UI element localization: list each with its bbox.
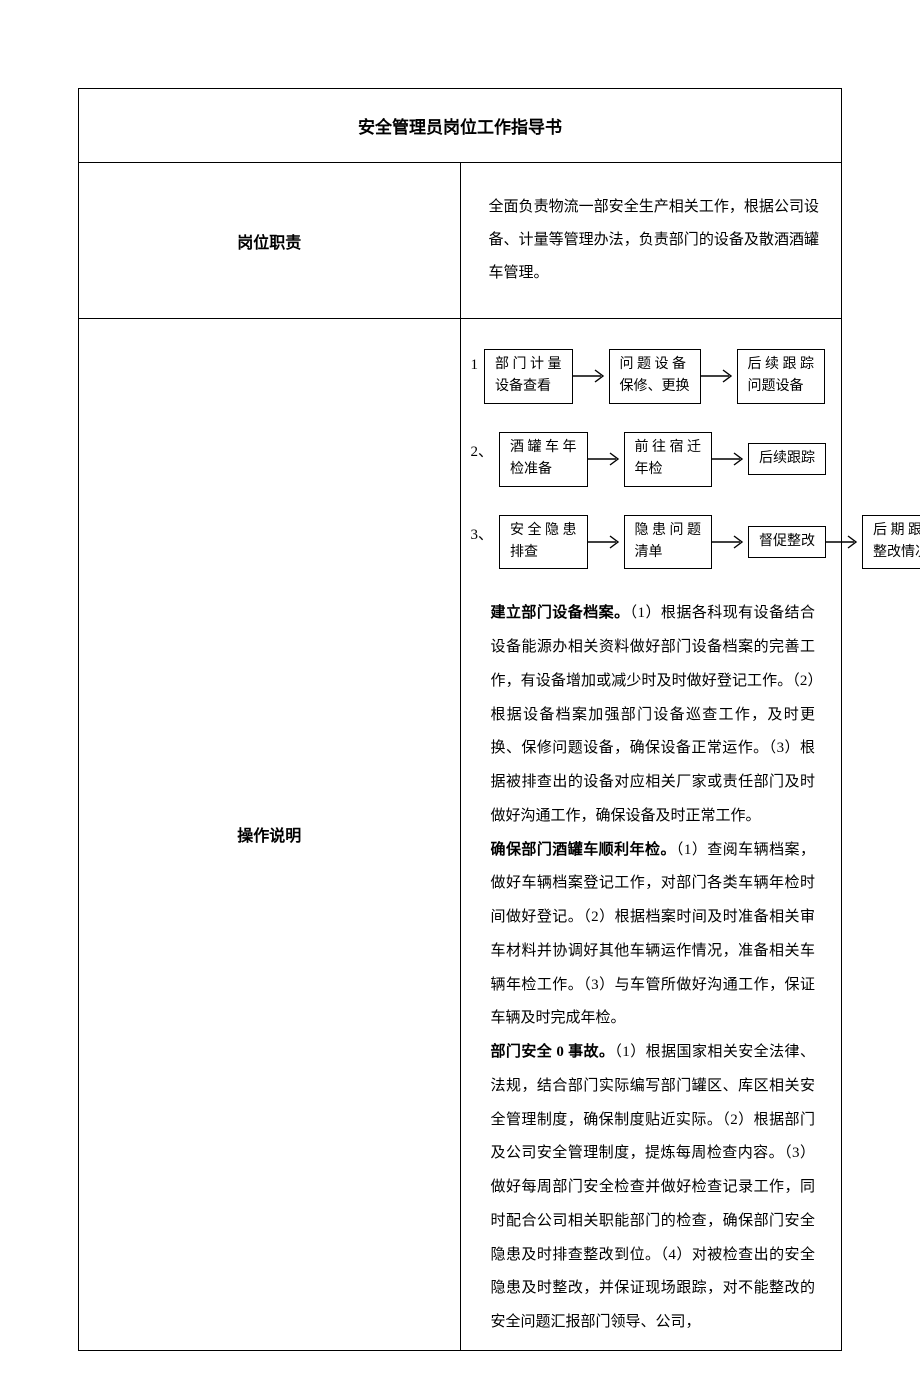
flow-box-line1: 前 往 宿 迁 [635, 437, 702, 459]
flow-box-line1: 安 全 隐 患 [510, 520, 577, 542]
document-page: 安全管理员岗位工作指导书 岗位职责 全面负责物流一部安全生产相关工作，根据公司设… [0, 0, 920, 1391]
flow-box-line1: 后 期 跟 踪 [873, 520, 920, 542]
flow-number: 3、 [471, 515, 500, 544]
flow-box-line2: 整改情况 [873, 542, 920, 564]
flow-box-line1: 隐 患 问 题 [635, 520, 702, 542]
flow-box-line1: 后续跟踪 [759, 448, 815, 470]
duty-text: 全面负责物流一部安全生产相关工作，根据公司设备、计量等管理办法，负责部门的设备及… [460, 163, 842, 319]
flow-box-line2: 排查 [510, 542, 577, 564]
paragraphs: 建立部门设备档案。（1）根据各科现有设备结合设备能源办相关资料做好部门设备档案的… [471, 597, 822, 1340]
arrow-right-icon [826, 533, 862, 551]
ops-paragraph: 建立部门设备档案。（1）根据各科现有设备结合设备能源办相关资料做好部门设备档案的… [471, 597, 822, 833]
arrow-right-icon [712, 533, 748, 551]
flow-box: 安 全 隐 患排查 [499, 515, 588, 570]
flow-number: 2、 [471, 432, 500, 461]
arrow-right-icon [588, 450, 624, 468]
arrow-right-icon [588, 533, 624, 551]
paragraph-lead: 建立部门设备档案。 [491, 605, 630, 621]
flow-box: 隐 患 问 题清单 [624, 515, 713, 570]
ops-paragraph: 部门安全 0 事故。（1）根据国家相关安全法律、法规，结合部门实际编写部门罐区、… [471, 1036, 822, 1340]
flow-box-line2: 设备查看 [495, 376, 562, 398]
paragraph-body: （1）根据国家相关安全法律、法规，结合部门实际编写部门罐区、库区相关安全管理制度… [491, 1044, 816, 1330]
flow-box-line1: 部 门 计 量 [495, 354, 562, 376]
paragraph-lead: 确保部门酒罐车顺利年检。 [491, 842, 676, 858]
document-table: 安全管理员岗位工作指导书 岗位职责 全面负责物流一部安全生产相关工作，根据公司设… [78, 88, 842, 1351]
flow-box: 后 期 跟 踪整改情况 [862, 515, 920, 570]
flow-box-line2: 年检 [635, 459, 702, 481]
arrow-right-icon [573, 367, 609, 385]
flow-box: 问 题 设 备保修、更换 [609, 349, 701, 404]
flow-box-line1: 问 题 设 备 [620, 354, 690, 376]
paragraph-body: （1）根据各科现有设备结合设备能源办相关资料做好部门设备档案的完善工作，有设备增… [491, 605, 816, 824]
flow-box: 督促整改 [748, 526, 826, 558]
paragraph-lead: 部门安全 0 事故。 [491, 1044, 615, 1060]
doc-title: 安全管理员岗位工作指导书 [79, 89, 842, 163]
flow-box: 后续跟踪 [748, 443, 826, 475]
duty-label: 岗位职责 [79, 163, 461, 319]
flow-number: 1 [471, 349, 485, 374]
flow-row: 1部 门 计 量设备查看 问 题 设 备保修、更换 后 续 跟 踪问题设备 [471, 349, 822, 404]
ops-label: 操作说明 [79, 319, 461, 1351]
flow-box: 前 往 宿 迁年检 [624, 432, 713, 487]
flow-row: 2、酒 罐 车 年检准备 前 往 宿 迁年检 后续跟踪 [471, 432, 822, 487]
flow-box-line1: 酒 罐 车 年 [510, 437, 577, 459]
paragraph-body: （1）查阅车辆档案，做好车辆档案登记工作，对部门各类车辆年检时间做好登记。（2）… [491, 842, 816, 1027]
flow-box-line2: 检准备 [510, 459, 577, 481]
arrow-right-icon [712, 450, 748, 468]
flow-box-line2: 保修、更换 [620, 376, 690, 398]
arrow-right-icon [701, 367, 737, 385]
flow-box: 后 续 跟 踪问题设备 [737, 349, 826, 404]
flow-box: 酒 罐 车 年检准备 [499, 432, 588, 487]
flow-box-line1: 督促整改 [759, 531, 815, 553]
flow-boxes: 酒 罐 车 年检准备 前 往 宿 迁年检 后续跟踪 [499, 432, 826, 487]
flow-boxes: 部 门 计 量设备查看 问 题 设 备保修、更换 后 续 跟 踪问题设备 [484, 349, 825, 404]
flow-box-line2: 问题设备 [748, 376, 815, 398]
flow-box-line1: 后 续 跟 踪 [748, 354, 815, 376]
flow-box: 部 门 计 量设备查看 [484, 349, 573, 404]
flow-row: 3、安 全 隐 患排查 隐 患 问 题清单 督促整改 后 期 跟 踪整改情况 [471, 515, 822, 570]
flow-boxes: 安 全 隐 患排查 隐 患 问 题清单 督促整改 后 期 跟 踪整改情况 [499, 515, 920, 570]
ops-paragraph: 确保部门酒罐车顺利年检。（1）查阅车辆档案，做好车辆档案登记工作，对部门各类车辆… [471, 834, 822, 1037]
flowcharts: 1部 门 计 量设备查看 问 题 设 备保修、更换 后 续 跟 踪问题设备2、酒… [471, 349, 822, 569]
ops-content: 1部 门 计 量设备查看 问 题 设 备保修、更换 后 续 跟 踪问题设备2、酒… [460, 319, 842, 1351]
flow-box-line2: 清单 [635, 542, 702, 564]
